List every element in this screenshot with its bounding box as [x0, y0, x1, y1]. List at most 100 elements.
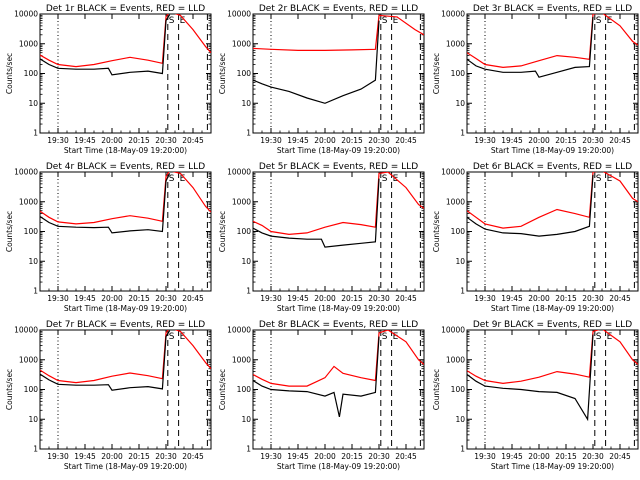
y-tick-label: 1000	[232, 355, 251, 364]
x-tick-label: 20:45	[395, 294, 417, 303]
x-tick-label: 20:45	[182, 294, 204, 303]
x-tick-label: 19:30	[260, 452, 282, 461]
y-tick-label: 100	[237, 385, 252, 394]
events-series-line	[253, 20, 380, 104]
x-tick-label: 20:15	[555, 136, 577, 145]
x-tick-label: 20:00	[528, 136, 550, 145]
panel-2: Det 2r BLACK = Events, RED = LLD 1 10 100 10…	[218, 4, 425, 155]
lld-series-line	[40, 14, 211, 68]
marker-label: S	[169, 174, 175, 184]
lld-series-line	[253, 14, 424, 52]
x-tick-label: 20:30	[582, 294, 604, 303]
y-tick-label: 1	[33, 129, 38, 138]
x-axis-label: Start Time (18-May-09 19:20:00)	[64, 304, 187, 313]
x-tick-label: 20:30	[155, 294, 177, 303]
y-tick-label: 10000	[227, 10, 251, 19]
y-tick-label: 1	[460, 287, 465, 296]
y-tick-label: 1	[460, 445, 465, 454]
plot-frame	[466, 171, 639, 292]
y-tick-label: 10	[28, 99, 38, 108]
x-tick-label: 20:15	[128, 294, 150, 303]
panel-title: Det 8r BLACK = Events, RED = LLD	[259, 320, 418, 330]
panel-5: Det 5r BLACK = Events, RED = LLD 1 10 100 10…	[218, 162, 425, 313]
panel-4: Det 4r BLACK = Events, RED = LLD 1 10 100 10…	[5, 162, 212, 313]
y-tick-label: 1000	[19, 197, 38, 206]
marker-label: E	[180, 332, 186, 342]
panel-6: Det 6r BLACK = Events, RED = LLD 1 10 100 10…	[432, 162, 639, 313]
y-tick-label: 10000	[227, 326, 251, 335]
events-series-line	[467, 16, 594, 78]
y-tick-label: 10000	[441, 326, 465, 335]
events-series-line	[253, 336, 380, 418]
y-axis-label: Counts/sec	[432, 53, 441, 94]
x-axis-label: Start Time (18-May-09 19:20:00)	[491, 462, 614, 471]
x-tick-label: 19:45	[74, 294, 96, 303]
events-series-line	[40, 173, 171, 234]
x-tick-label: 20:15	[341, 136, 363, 145]
y-axis-label: Counts/sec	[218, 211, 227, 252]
marker-label: E	[180, 16, 186, 26]
x-axis-label: Start Time (18-May-09 19:20:00)	[277, 146, 400, 155]
x-tick-label: 19:30	[47, 452, 69, 461]
y-tick-label: 100	[451, 69, 466, 78]
y-tick-label: 100	[24, 227, 39, 236]
lld-series-line	[467, 330, 638, 385]
x-tick-label: 20:30	[368, 452, 390, 461]
panel-title: Det 7r BLACK = Events, RED = LLD	[46, 320, 205, 330]
x-tick-label: 20:15	[341, 452, 363, 461]
x-axis-label: Start Time (18-May-09 19:20:00)	[277, 304, 400, 313]
y-axis-label: Counts/sec	[5, 53, 14, 94]
x-tick-label: 19:30	[47, 294, 69, 303]
x-tick-label: 20:30	[582, 452, 604, 461]
x-tick-label: 20:15	[555, 452, 577, 461]
y-tick-label: 1	[33, 287, 38, 296]
y-tick-label: 10000	[441, 168, 465, 177]
x-tick-label: 19:45	[287, 136, 309, 145]
y-tick-label: 10	[455, 99, 465, 108]
lld-series-line	[253, 330, 424, 387]
x-tick-label: 20:45	[609, 294, 631, 303]
x-tick-label: 20:15	[555, 294, 577, 303]
x-tick-label: 20:00	[101, 294, 123, 303]
y-tick-label: 1000	[19, 39, 38, 48]
marker-label: E	[393, 16, 399, 26]
x-tick-label: 20:00	[101, 452, 123, 461]
y-axis-label: Counts/sec	[218, 53, 227, 94]
marker-label: S	[382, 16, 388, 26]
y-tick-label: 1000	[446, 197, 465, 206]
marker-label: S	[169, 332, 175, 342]
x-axis-label: Start Time (18-May-09 19:20:00)	[64, 462, 187, 471]
events-series-line	[40, 14, 171, 76]
y-tick-label: 1	[246, 287, 251, 296]
plot-frame	[252, 171, 425, 292]
x-tick-label: 20:45	[395, 136, 417, 145]
y-tick-label: 100	[451, 385, 466, 394]
marker-label: S	[382, 332, 388, 342]
x-tick-label: 20:45	[609, 452, 631, 461]
y-tick-label: 1000	[446, 39, 465, 48]
x-tick-label: 20:15	[341, 294, 363, 303]
y-axis-label: Counts/sec	[5, 211, 14, 252]
y-axis-label: Counts/sec	[218, 369, 227, 410]
y-tick-label: 1	[246, 129, 251, 138]
plot-frame	[252, 13, 425, 134]
x-tick-label: 20:00	[528, 452, 550, 461]
x-tick-label: 20:30	[368, 136, 390, 145]
events-series-line	[253, 178, 380, 248]
events-series-line	[40, 330, 171, 391]
events-series-line	[467, 174, 594, 237]
y-tick-label: 100	[237, 227, 252, 236]
x-tick-label: 19:45	[74, 136, 96, 145]
plot-frame	[39, 329, 212, 450]
events-series-line	[467, 334, 594, 422]
x-tick-label: 20:00	[314, 136, 336, 145]
y-tick-label: 1	[460, 129, 465, 138]
panel-title: Det 6r BLACK = Events, RED = LLD	[473, 162, 632, 172]
panel-title: Det 1r BLACK = Events, RED = LLD	[46, 4, 205, 14]
lld-series-line	[40, 330, 211, 384]
y-tick-label: 10	[455, 415, 465, 424]
x-tick-label: 20:30	[582, 136, 604, 145]
x-tick-label: 20:45	[609, 136, 631, 145]
x-tick-label: 20:00	[101, 136, 123, 145]
y-tick-label: 100	[24, 385, 39, 394]
